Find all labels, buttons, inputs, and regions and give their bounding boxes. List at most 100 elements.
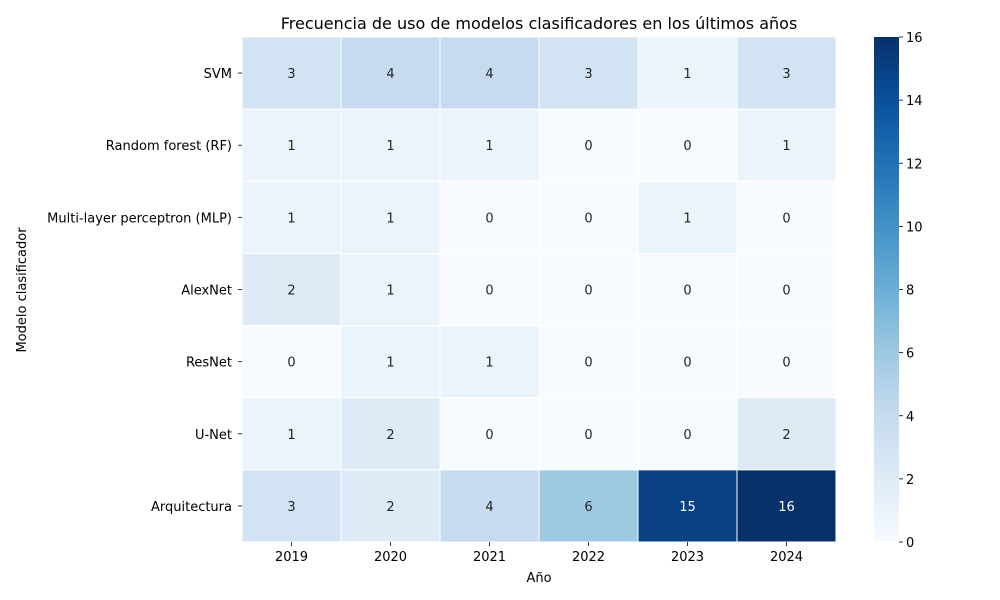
heatmap-cell (736, 397, 837, 471)
y-tick-label: Multi-layer perceptron (MLP) (47, 211, 232, 226)
colorbar: 0 2 4 6 8 10 12 14 16 (874, 31, 923, 551)
cell-value-label: 0 (584, 428, 592, 443)
heatmap-cell (736, 108, 837, 182)
cell-value-label: 1 (386, 211, 394, 226)
colorbar-tick-label: 4 (906, 410, 914, 425)
heatmap-cell (736, 469, 837, 543)
heatmap-cell (538, 108, 639, 182)
cell-value-label: 1 (782, 139, 790, 154)
cell-value-label: 2 (386, 428, 394, 443)
y-tick-label: SVM (204, 67, 232, 82)
heatmap-cell (736, 325, 837, 399)
heatmap-cell (637, 180, 738, 254)
heatmap-cell (340, 36, 441, 110)
heatmap-cell (340, 180, 441, 254)
heatmap-cell (538, 180, 639, 254)
heatmap-cell (241, 252, 342, 327)
cell-value-label: 3 (584, 67, 592, 82)
x-tick-label: 2021 (473, 550, 506, 565)
heatmap-cell (241, 397, 342, 471)
heatmap-cell (439, 252, 540, 327)
colorbar-tick-label: 0 (906, 536, 914, 551)
cell-value-label: 1 (485, 139, 493, 154)
heatmap-cell (637, 325, 738, 399)
heatmap-cell (538, 325, 639, 399)
y-tick-label: Arquitectura (151, 500, 232, 515)
heatmap-cell (736, 180, 837, 254)
heatmap-cell (538, 469, 639, 543)
cell-value-label: 3 (287, 67, 295, 82)
y-tick-label: U-Net (195, 428, 232, 443)
colorbar-tick-label: 10 (906, 220, 923, 235)
colorbar-tick-label: 2 (906, 473, 914, 488)
cell-value-label: 0 (782, 211, 790, 226)
cell-value-label: 16 (778, 500, 795, 515)
colorbar-gradient (874, 37, 899, 542)
x-tick-label: 2024 (770, 550, 803, 565)
cell-value-label: 0 (584, 211, 592, 226)
heatmap-cell (241, 180, 342, 254)
cell-value-label: 1 (386, 139, 394, 154)
cell-value-label: 4 (485, 500, 493, 515)
cell-value-label: 0 (287, 356, 295, 371)
chart-title: Frecuencia de uso de modelos clasificado… (281, 14, 798, 33)
heatmap-cell (637, 36, 738, 110)
heatmap-cell (439, 36, 540, 110)
heatmap-cell (241, 469, 342, 543)
heatmap-cell (241, 36, 342, 110)
cell-value-label: 0 (782, 356, 790, 371)
heatmap-cell (736, 36, 837, 110)
cell-value-label: 1 (485, 356, 493, 371)
heatmap-cell (340, 469, 441, 543)
cell-value-label: 0 (485, 211, 493, 226)
heatmap-cell (637, 397, 738, 471)
cell-value-label: 0 (782, 284, 790, 299)
heatmap-cell (439, 325, 540, 399)
cell-value-label: 1 (287, 139, 295, 154)
cell-value-label: 0 (683, 356, 691, 371)
colorbar-tick-label: 16 (906, 31, 923, 46)
y-axis-label: Modelo clasificador (15, 227, 30, 353)
colorbar-tick-label: 14 (906, 94, 923, 109)
cell-value-label: 0 (584, 139, 592, 154)
heatmap-cell (340, 108, 441, 182)
cell-value-label: 1 (386, 356, 394, 371)
heatmap-cell (736, 252, 837, 327)
cell-value-label: 1 (683, 67, 691, 82)
heatmap-cell (538, 36, 639, 110)
cell-value-label: 0 (485, 428, 493, 443)
cell-value-label: 3 (287, 500, 295, 515)
cell-value-label: 0 (584, 356, 592, 371)
cell-value-label: 1 (287, 211, 295, 226)
x-axis-label: Año (526, 571, 551, 586)
cell-value-label: 4 (386, 67, 394, 82)
heatmap-cells: 3 4 4 3 1 3 1 1 1 0 0 1 1 1 0 0 1 0 2 1 0 0 0 0 0 1 1 0 0 0 1 2 0 0 0 2 3 2 4 6… (241, 36, 837, 543)
cell-value-label: 1 (683, 211, 691, 226)
x-tick-label: 2022 (572, 550, 605, 565)
cell-value-label: 0 (485, 284, 493, 299)
heatmap-cell (637, 252, 738, 327)
y-tick-label: ResNet (186, 356, 232, 371)
heatmap-cell (439, 469, 540, 543)
heatmap-cell (538, 252, 639, 327)
cell-value-label: 0 (683, 139, 691, 154)
cell-value-label: 2 (782, 428, 790, 443)
cell-value-label: 1 (386, 284, 394, 299)
x-tick-label: 2023 (671, 550, 704, 565)
heatmap-cell (340, 252, 441, 327)
cell-value-label: 0 (683, 428, 691, 443)
y-tick-label: Random forest (RF) (106, 139, 232, 154)
cell-value-label: 1 (287, 428, 295, 443)
cell-value-label: 2 (386, 500, 394, 515)
x-tick-label: 2020 (374, 550, 407, 565)
cell-value-label: 6 (584, 500, 592, 515)
colorbar-tick-label: 6 (906, 347, 914, 362)
cell-value-label: 0 (683, 284, 691, 299)
x-axis: 2019 2020 2021 2022 2023 2024 (275, 542, 803, 565)
cell-value-label: 15 (679, 500, 696, 515)
colorbar-tick-label: 8 (906, 284, 914, 299)
cell-value-label: 2 (287, 284, 295, 299)
y-tick-label: AlexNet (181, 284, 232, 299)
cell-value-label: 4 (485, 67, 493, 82)
